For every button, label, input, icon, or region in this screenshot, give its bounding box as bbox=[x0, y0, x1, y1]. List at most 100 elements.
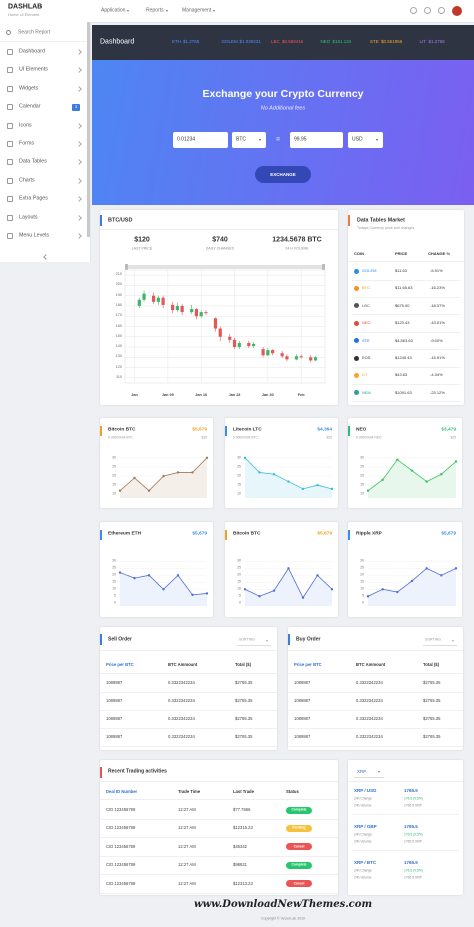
y-tick-label: 30 bbox=[360, 455, 364, 460]
result-input[interactable] bbox=[290, 132, 343, 148]
to-currency-select[interactable] bbox=[348, 132, 383, 148]
result-input-text: 99.95 bbox=[294, 136, 307, 143]
coin-usd: $25 bbox=[450, 435, 456, 440]
stat-label: 24h Volume bbox=[354, 875, 372, 880]
nav-menu-item[interactable]: Application bbox=[101, 7, 126, 14]
status-text: Cancel bbox=[293, 844, 305, 849]
from-currency-select[interactable] bbox=[232, 132, 266, 148]
y-tick-label: 15 bbox=[112, 482, 116, 487]
table-cell: $2765.35 bbox=[423, 733, 441, 739]
card bbox=[348, 210, 464, 405]
pair-name: XRP / BTC bbox=[354, 859, 377, 865]
y-tick-label: 190 bbox=[115, 292, 122, 297]
table-cell: 1089887 bbox=[106, 679, 123, 685]
divider bbox=[352, 349, 460, 351]
y-tick-label: 5 bbox=[114, 593, 116, 598]
sidebar-item[interactable]: Extra Pages bbox=[19, 195, 48, 202]
y-tick-label: 20 bbox=[360, 572, 364, 577]
sorting-text[interactable]: SORTING bbox=[425, 637, 441, 642]
pair-change: 176.5 (0.5%) bbox=[404, 796, 423, 801]
sorting-dropdown[interactable] bbox=[423, 635, 457, 646]
coin-chart-price: $4,364 bbox=[317, 427, 332, 433]
coin-name: STE bbox=[362, 337, 370, 343]
exchange-button-text[interactable]: EXCHANGE bbox=[270, 171, 296, 177]
column-header: BTC Ammount bbox=[356, 661, 386, 667]
y-tick-label: 110 bbox=[115, 374, 122, 379]
to-currency-select-text: USD bbox=[352, 136, 363, 143]
sidebar-item[interactable]: Widgets bbox=[19, 85, 39, 92]
coin-icon bbox=[354, 338, 359, 344]
top-icon[interactable] bbox=[424, 7, 431, 14]
menu-icon bbox=[7, 141, 13, 147]
exchange-button[interactable] bbox=[255, 166, 311, 183]
card-accent bbox=[100, 530, 102, 540]
table-cell: 0.3322342234 bbox=[168, 733, 195, 739]
column-header: Total ($) bbox=[235, 661, 251, 667]
coin-chart-name: Ethereum ETH bbox=[108, 531, 142, 537]
caret-icon bbox=[213, 10, 215, 12]
x-tick-label: Jan bbox=[131, 393, 138, 398]
ticker-price: $1.2765 bbox=[183, 38, 200, 44]
nav-menu-item[interactable]: Reports bbox=[146, 7, 164, 14]
pair-dropdown-text[interactable]: XRP bbox=[357, 768, 367, 774]
sidebar-item[interactable]: Forms bbox=[19, 140, 35, 147]
sidebar-item[interactable]: UI Elements bbox=[19, 66, 48, 73]
sidebar-item[interactable]: Layouts bbox=[19, 213, 38, 220]
ticker-symbol: LBC bbox=[271, 38, 280, 44]
card-subtitle: Todays Currency price and changes bbox=[357, 226, 415, 231]
zoom-icon bbox=[296, 279, 300, 284]
table-cell: 0.3322342234 bbox=[168, 679, 195, 685]
user-avatar[interactable] bbox=[452, 6, 462, 16]
caret-icon bbox=[378, 771, 380, 773]
sidebar-item[interactable]: Dashboard bbox=[19, 48, 45, 55]
sidebar-item[interactable]: Data Tables bbox=[19, 158, 47, 165]
status-text: Cancel bbox=[293, 880, 305, 885]
y-tick-label: 170 bbox=[115, 313, 122, 318]
y-tick-label: 30 bbox=[112, 455, 116, 460]
sidebar-search[interactable]: Search Report bbox=[18, 29, 51, 36]
table-cell: $98821 bbox=[233, 862, 247, 868]
nav-menu-item[interactable]: Management bbox=[182, 7, 212, 14]
sorting-dropdown[interactable] bbox=[237, 635, 271, 646]
top-icon[interactable] bbox=[410, 7, 417, 14]
y-tick-label: 20 bbox=[112, 473, 116, 478]
coin-price: $1091.63 bbox=[395, 389, 412, 395]
table-cell: 12:27 AM bbox=[178, 880, 196, 886]
sorting-text[interactable]: SORTING bbox=[239, 637, 255, 642]
y-tick-label: 30 bbox=[360, 558, 364, 563]
divider bbox=[288, 710, 463, 711]
stat-value: 1234.5678 BTC bbox=[272, 236, 322, 244]
pair-dropdown[interactable] bbox=[354, 767, 384, 778]
menu-icon bbox=[7, 159, 13, 166]
menu-icon bbox=[7, 233, 13, 239]
ticker-price: $0.588416 bbox=[282, 38, 304, 44]
menu-icon bbox=[7, 49, 13, 55]
caret-icon bbox=[40, 6, 42, 8]
coin-chart-price: $5,679 bbox=[441, 531, 456, 537]
table-cell: CID 123456789 bbox=[106, 825, 136, 831]
sidebar-scrollbar bbox=[87, 22, 90, 237]
top-icon[interactable] bbox=[438, 7, 445, 14]
y-tick-label: 30 bbox=[112, 558, 116, 563]
sidebar-item[interactable]: Calendar bbox=[19, 103, 41, 110]
sidebar-item[interactable]: Icons bbox=[19, 121, 32, 128]
stat-label: 24 H VOLUME bbox=[285, 246, 309, 251]
card-title: Sell Order bbox=[108, 636, 132, 643]
table-cell: 1089887 bbox=[294, 733, 311, 739]
table-cell: $12315.23 bbox=[233, 825, 253, 831]
amount-input[interactable] bbox=[173, 132, 228, 148]
table-cell: $2765.35 bbox=[423, 697, 441, 703]
sidebar-item[interactable]: Charts bbox=[19, 177, 35, 184]
column-header: Status bbox=[286, 788, 299, 794]
show-all-text[interactable]: Show all bbox=[302, 278, 318, 284]
card-accent bbox=[100, 767, 102, 778]
chart-scrollbar-handle bbox=[322, 264, 325, 270]
sidebar-item[interactable]: Menu Levels bbox=[19, 232, 50, 239]
coin-price: $1240.43 bbox=[395, 355, 412, 360]
coin-price: $4,563.63 bbox=[395, 337, 413, 343]
ticker-symbol: STE bbox=[370, 38, 379, 44]
divider bbox=[100, 728, 277, 729]
sidebar bbox=[0, 22, 91, 262]
coin-chart-name: NEO bbox=[356, 427, 367, 433]
y-tick-label: 0 bbox=[239, 600, 241, 605]
